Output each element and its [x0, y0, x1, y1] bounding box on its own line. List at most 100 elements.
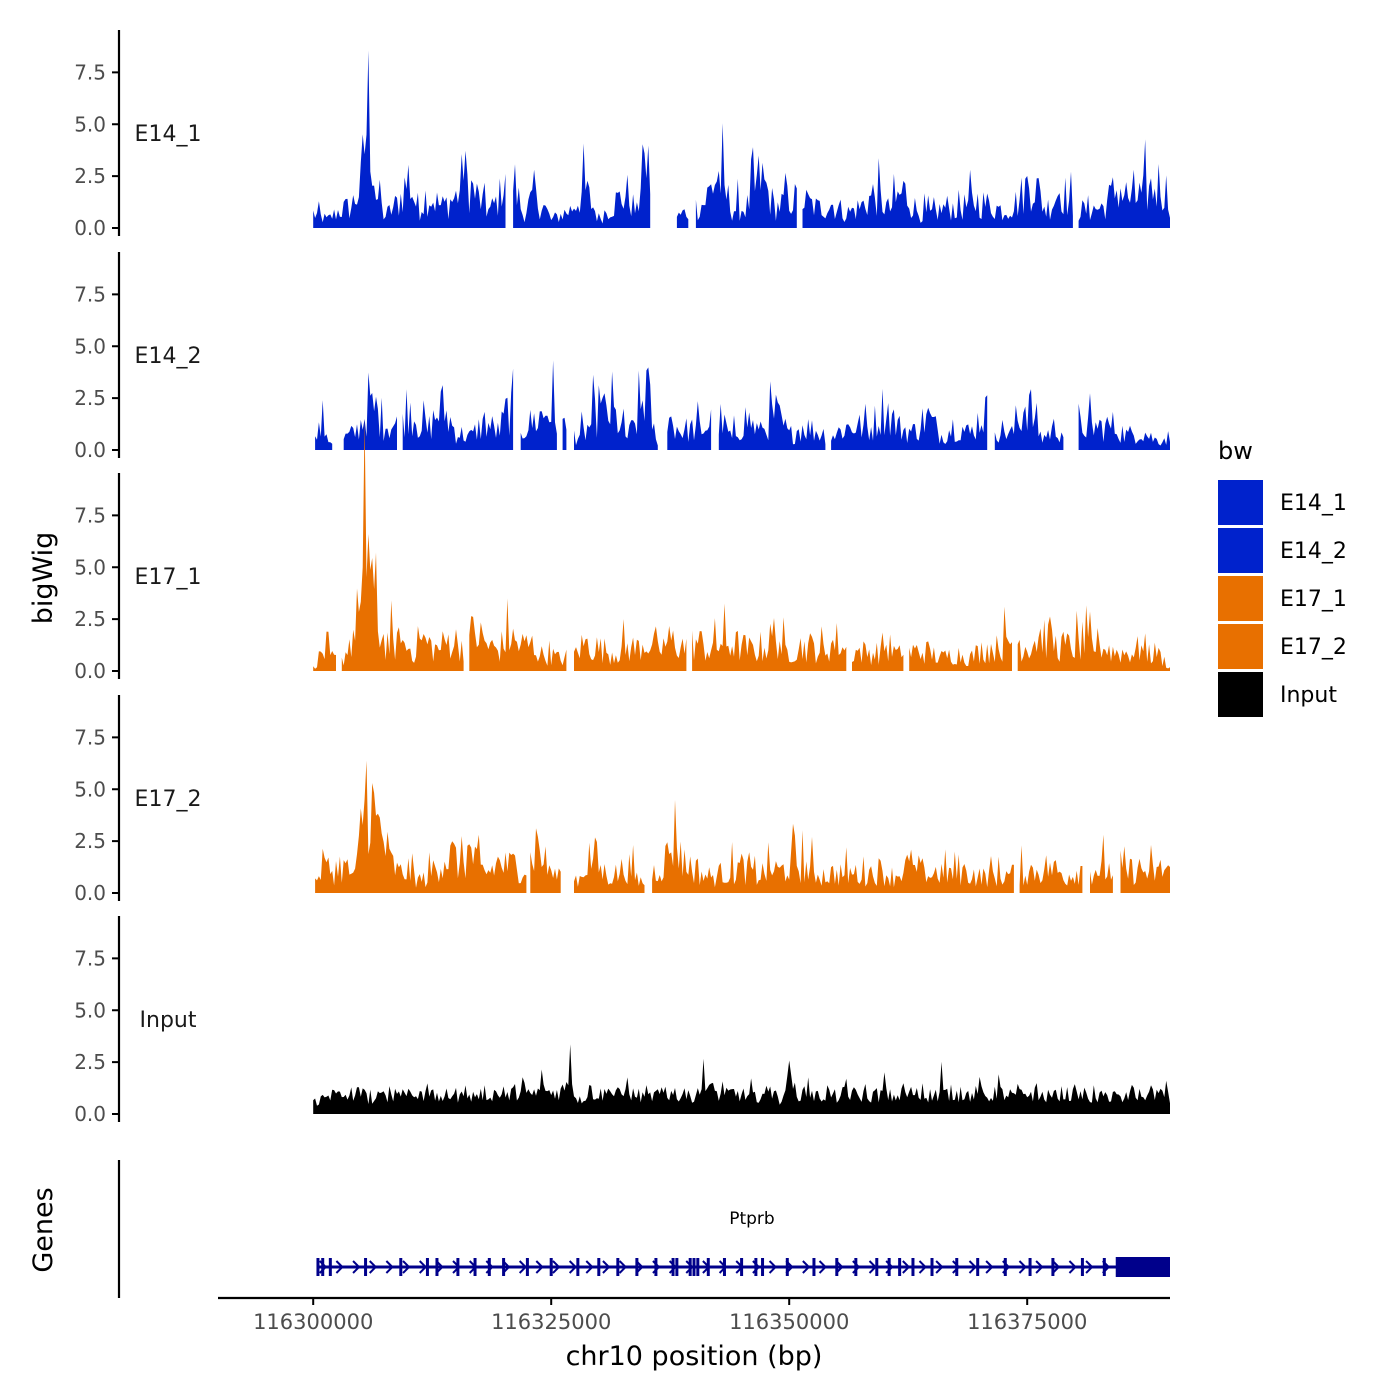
x-tick-label: 116375000: [967, 1310, 1087, 1334]
strand-arrow: [568, 1260, 578, 1274]
gene-exon: [473, 1258, 477, 1276]
gene-track: Ptprb: [117, 1160, 1170, 1298]
strand-arrow: [585, 1260, 594, 1274]
strand-arrow: [918, 1260, 927, 1274]
gene-exon: [1102, 1258, 1106, 1276]
track-E17_1: 0.0 2.5 5.0 7.5 E17_1: [74, 418, 1170, 683]
strand-arrow: [768, 1260, 777, 1274]
gene-exon: [597, 1258, 601, 1276]
gene-exon: [692, 1258, 696, 1276]
panel-label: E17_2: [135, 787, 202, 812]
y-tick-label: 5.0: [74, 998, 106, 1022]
strand-arrow: [618, 1260, 628, 1274]
gene-exon: [754, 1258, 758, 1276]
y-tick-label: 7.5: [74, 60, 106, 84]
gene-exon: [487, 1258, 491, 1276]
x-axis: 116300000 116325000 116350000 116375000: [218, 1296, 1170, 1334]
gene-exon: [1003, 1258, 1007, 1276]
gene-exon: [706, 1258, 710, 1276]
strand-arrow: [418, 1260, 428, 1274]
y-tick-label: 0.0: [74, 1102, 106, 1126]
gene-exon: [654, 1258, 658, 1276]
y-tick-label: 5.0: [74, 334, 106, 358]
gene-exon: [887, 1258, 891, 1276]
signal-area-E17_1: [313, 418, 1170, 671]
y-tick-label: 0.0: [74, 438, 106, 462]
gene-exon: [616, 1258, 620, 1276]
gene-exon: [316, 1258, 320, 1276]
strand-arrow: [952, 1260, 961, 1274]
gene-exon: [328, 1258, 332, 1276]
y-tick-label: 2.5: [74, 607, 106, 631]
gene-exon: [675, 1258, 679, 1276]
gene-exon: [854, 1258, 858, 1276]
gene-exon: [688, 1258, 692, 1276]
legend-swatch-E17_1: [1218, 576, 1263, 621]
gene-exon: [671, 1258, 675, 1276]
strand-arrow: [935, 1260, 944, 1274]
gene-exon: [722, 1258, 726, 1276]
strand-arrow: [902, 1260, 911, 1274]
legend-title: bw: [1218, 437, 1253, 465]
gene-label: Ptprb: [729, 1209, 775, 1229]
y-tick-label: 2.5: [74, 164, 106, 188]
gene-exon: [955, 1258, 959, 1276]
strand-arrow: [1018, 1260, 1027, 1274]
y-tick-label: 2.5: [74, 829, 106, 853]
strand-arrow: [402, 1260, 411, 1274]
gene-exon: [1028, 1258, 1032, 1276]
strand-arrow: [1052, 1260, 1061, 1274]
tracks-group: 0.0 2.5 5.0 7.5 E14_1 0.0 2.5 5.0 7.5 E14_2 0.0 2.5…: [74, 30, 1171, 1126]
legend-swatch-E14_1: [1218, 480, 1263, 525]
legend-label-E17_1: E17_1: [1280, 587, 1347, 612]
y-tick-label: 0.0: [74, 216, 106, 240]
strand-arrow: [1068, 1260, 1077, 1274]
x-tick-label: 116300000: [253, 1310, 373, 1334]
signal-area-E17_2: [315, 760, 1171, 893]
track-Input: 0.0 2.5 5.0 7.5 Input: [74, 916, 1170, 1126]
y-tick-label: 7.5: [74, 503, 106, 527]
gene-exon: [576, 1258, 580, 1276]
y-tick-label: 5.0: [74, 112, 106, 136]
legend-label-E17_2: E17_2: [1280, 635, 1347, 660]
signal-area-Input: [313, 1044, 1170, 1114]
gene-exon: [976, 1258, 980, 1276]
gene-exon: [930, 1258, 934, 1276]
legend: bw E14_1 E14_2 E17_1 E17_2 Input: [1218, 437, 1347, 717]
gene-exon: [364, 1258, 368, 1276]
x-tick-label: 116350000: [729, 1310, 849, 1334]
strand-arrow: [685, 1260, 694, 1274]
signal-area-E14_2: [315, 360, 1171, 450]
gene-exon: [1051, 1258, 1055, 1276]
strand-arrow: [968, 1260, 977, 1274]
strand-arrow: [368, 1260, 378, 1274]
legend-label-Input: Input: [1280, 683, 1337, 708]
gene-exon: [635, 1258, 639, 1276]
legend-swatch-E17_2: [1218, 624, 1263, 669]
strand-arrow: [385, 1260, 394, 1274]
strand-arrow: [1085, 1260, 1094, 1274]
y-tick-label: 7.5: [74, 725, 106, 749]
legend-label-E14_2: E14_2: [1280, 539, 1347, 564]
gene-exon: [898, 1258, 902, 1276]
gene-exon: [812, 1258, 816, 1276]
legend-label-E14_1: E14_1: [1280, 491, 1347, 516]
panel-label: E17_1: [135, 565, 202, 590]
y-tick-label: 5.0: [74, 555, 106, 579]
strand-arrow: [518, 1260, 528, 1274]
strand-arrow: [335, 1260, 344, 1274]
legend-swatch-Input: [1218, 672, 1263, 717]
panel-label: Input: [140, 1008, 197, 1033]
x-axis-title: chr10 position (bp): [566, 1341, 823, 1372]
gene-exon: [435, 1258, 439, 1276]
strand-arrow: [602, 1260, 611, 1274]
strand-arrow: [985, 1260, 994, 1274]
signal-area-E14_1: [313, 50, 1170, 228]
gene-exon: [399, 1258, 403, 1276]
y-tick-label: 0.0: [74, 659, 106, 683]
y-tick-label: 5.0: [74, 777, 106, 801]
gene-exon: [456, 1258, 460, 1276]
gene-exon: [502, 1258, 506, 1276]
gene-exon: [696, 1258, 700, 1276]
